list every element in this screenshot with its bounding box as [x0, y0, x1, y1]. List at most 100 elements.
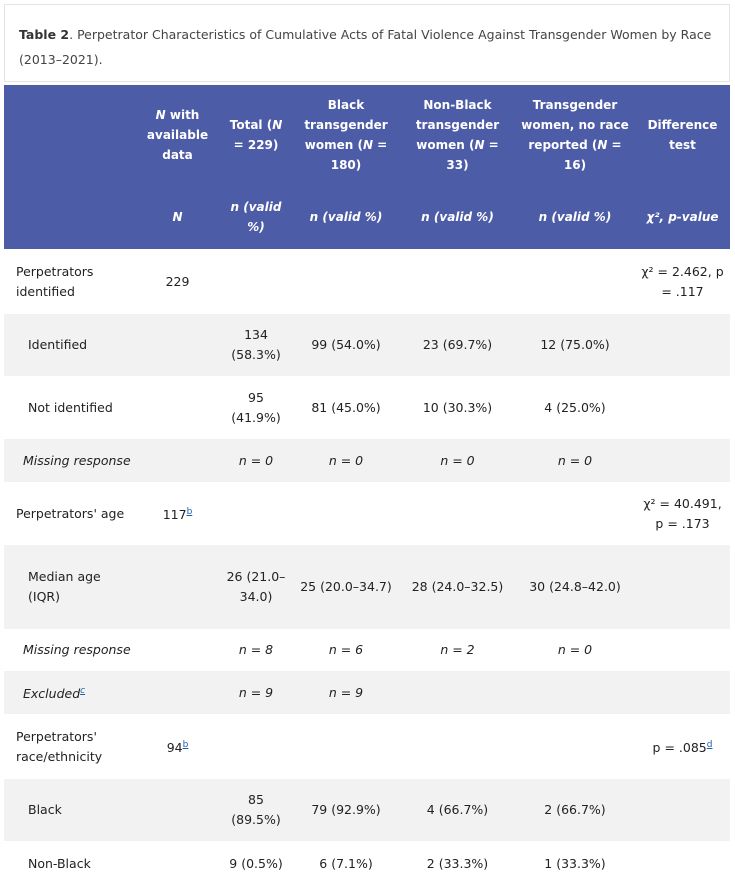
- table-cell: n = 0: [292, 439, 400, 482]
- footnote-link[interactable]: d: [706, 740, 713, 751]
- table-cell: 10 (30.3%): [422, 399, 493, 415]
- table-cell: [400, 671, 515, 714]
- table-cell: [515, 249, 635, 314]
- header-text: N: [474, 138, 485, 152]
- table-cell: 23 (69.7%): [400, 314, 515, 376]
- table-cell: n = 9: [220, 671, 292, 714]
- header-cell: Non-Black transgender women (N = 33): [400, 85, 515, 185]
- row-label: Missing response: [23, 642, 131, 657]
- table-cell: [400, 482, 515, 545]
- header-text: Difference test: [647, 118, 718, 152]
- table-cell: [135, 779, 220, 841]
- table-cell: 94b: [135, 714, 220, 779]
- table-cell: [135, 314, 220, 376]
- header-cell: n (valid %): [292, 185, 400, 249]
- table-row: Missing response n = 8 n = 6 n = 2 n = 0: [4, 629, 730, 671]
- header-text: Non-Black transgender women (: [415, 98, 500, 152]
- table-cell: [135, 439, 220, 482]
- table-cell: [220, 714, 292, 779]
- table-cell: 229: [165, 273, 190, 289]
- table-cell: 99 (54.0%): [292, 314, 400, 376]
- header-text: Transgender women, no race reported (: [521, 98, 629, 152]
- table-cell: [292, 714, 400, 779]
- table-cell: n = 6: [328, 642, 364, 657]
- table-cell: 9 (0.5%): [229, 856, 283, 871]
- header-text: = 180): [330, 138, 388, 172]
- footnote: d: [707, 738, 713, 750]
- footnote-link[interactable]: b: [182, 740, 189, 751]
- table-cell: 79 (92.9%): [292, 779, 400, 841]
- row-label: Perpetrators' race/ethnicity: [16, 728, 103, 764]
- header-cell: n (valid %): [400, 185, 515, 249]
- table-cell: 1 (33.3%): [544, 856, 606, 871]
- row-label: Black: [4, 779, 135, 841]
- table-cell: χ² = 2.462, p = .117: [641, 263, 724, 299]
- header-row: N with available data Total (N = 229) Bl…: [4, 85, 730, 185]
- table-cell: 2 (33.3%): [426, 856, 489, 871]
- row-label: Median age (IQR): [4, 545, 135, 629]
- table-cell: p = .085d: [635, 714, 730, 779]
- table-cell: n = 8: [238, 642, 274, 657]
- footnote-link[interactable]: b: [186, 507, 193, 518]
- header-text: = 33): [446, 138, 499, 172]
- table-cell: [635, 439, 730, 482]
- caption-label: Table 2: [19, 27, 70, 42]
- header-text: = 16): [563, 138, 622, 172]
- header-text: with available data: [146, 108, 209, 162]
- table-cell: [135, 545, 220, 629]
- table-cell: [635, 545, 730, 629]
- table-cell: 85 (89.5%): [220, 779, 292, 841]
- table-cell: [635, 779, 730, 841]
- header-cell: n (valid %): [515, 185, 635, 249]
- header-cell: Black transgender women (N = 180): [292, 85, 400, 185]
- header-text: = 229): [233, 138, 279, 152]
- cell-text: Excluded: [23, 686, 81, 702]
- table-cell: 4 (66.7%): [400, 779, 515, 841]
- table-cell: [635, 629, 730, 671]
- table-row: Perpetrators' age 117b χ² = 40.491, p = .1…: [4, 482, 730, 545]
- table-cell: χ² = 40.491, p = .173: [643, 495, 722, 531]
- table-cell: 28 (24.0–32.5): [400, 545, 515, 629]
- header-cell: n (valid %): [220, 185, 292, 249]
- row-label: Missing response: [4, 439, 135, 482]
- table-cell: 25 (20.0–34.7): [292, 545, 400, 629]
- header-text: Total (: [229, 118, 273, 132]
- header-text: Black transgender women (: [304, 98, 388, 152]
- table-cell: n = 0: [400, 439, 515, 482]
- header-cell: [4, 185, 135, 249]
- table-row: Black 85 (89.5%) 79 (92.9%) 4 (66.7%) 2 (66.…: [4, 779, 730, 841]
- table-cell: [220, 482, 292, 545]
- table-cell: 26 (21.0–34.0): [220, 545, 292, 629]
- header-cell: N with available data: [135, 85, 220, 185]
- table-row: Perpetrators identified 229 χ² = 2.462, p …: [4, 249, 730, 314]
- caption: Table 2. Perpetrator Characteristics of …: [4, 4, 730, 82]
- table-cell: [135, 629, 220, 671]
- row-label: Excludedc: [4, 671, 135, 714]
- cell-text: 117: [162, 507, 187, 523]
- table-cell: [220, 249, 292, 314]
- header-cell: Total (N = 229): [220, 85, 292, 185]
- table-cell: 2 (66.7%): [515, 779, 635, 841]
- row-label: Perpetrators' age: [16, 505, 125, 521]
- table-cell: 6 (7.1%): [319, 856, 373, 871]
- table-cell: [635, 376, 730, 439]
- table-cell: n = 9: [292, 671, 400, 714]
- header-text: N: [155, 108, 166, 122]
- table-cell: [400, 249, 515, 314]
- table-body: Perpetrators identified 229 χ² = 2.462, p …: [4, 249, 730, 887]
- table-cell: n = 0: [515, 439, 635, 482]
- caption-text: . Perpetrator Characteristics of Cumulat…: [19, 27, 712, 67]
- cell-text: 94: [166, 740, 183, 756]
- table-cell: [135, 841, 220, 887]
- table-cell: [515, 482, 635, 545]
- header-row: N n (valid %) n (valid %) n (valid %) n …: [4, 185, 730, 249]
- row-label: Perpetrators identified: [16, 263, 94, 299]
- header-text: N: [597, 138, 608, 152]
- header-text: N: [272, 118, 283, 132]
- table-cell: [292, 249, 400, 314]
- footnote-link[interactable]: c: [80, 686, 86, 697]
- row-label: Non-Black: [28, 856, 91, 871]
- header-text: N: [362, 138, 373, 152]
- table-cell: 12 (75.0%): [515, 314, 635, 376]
